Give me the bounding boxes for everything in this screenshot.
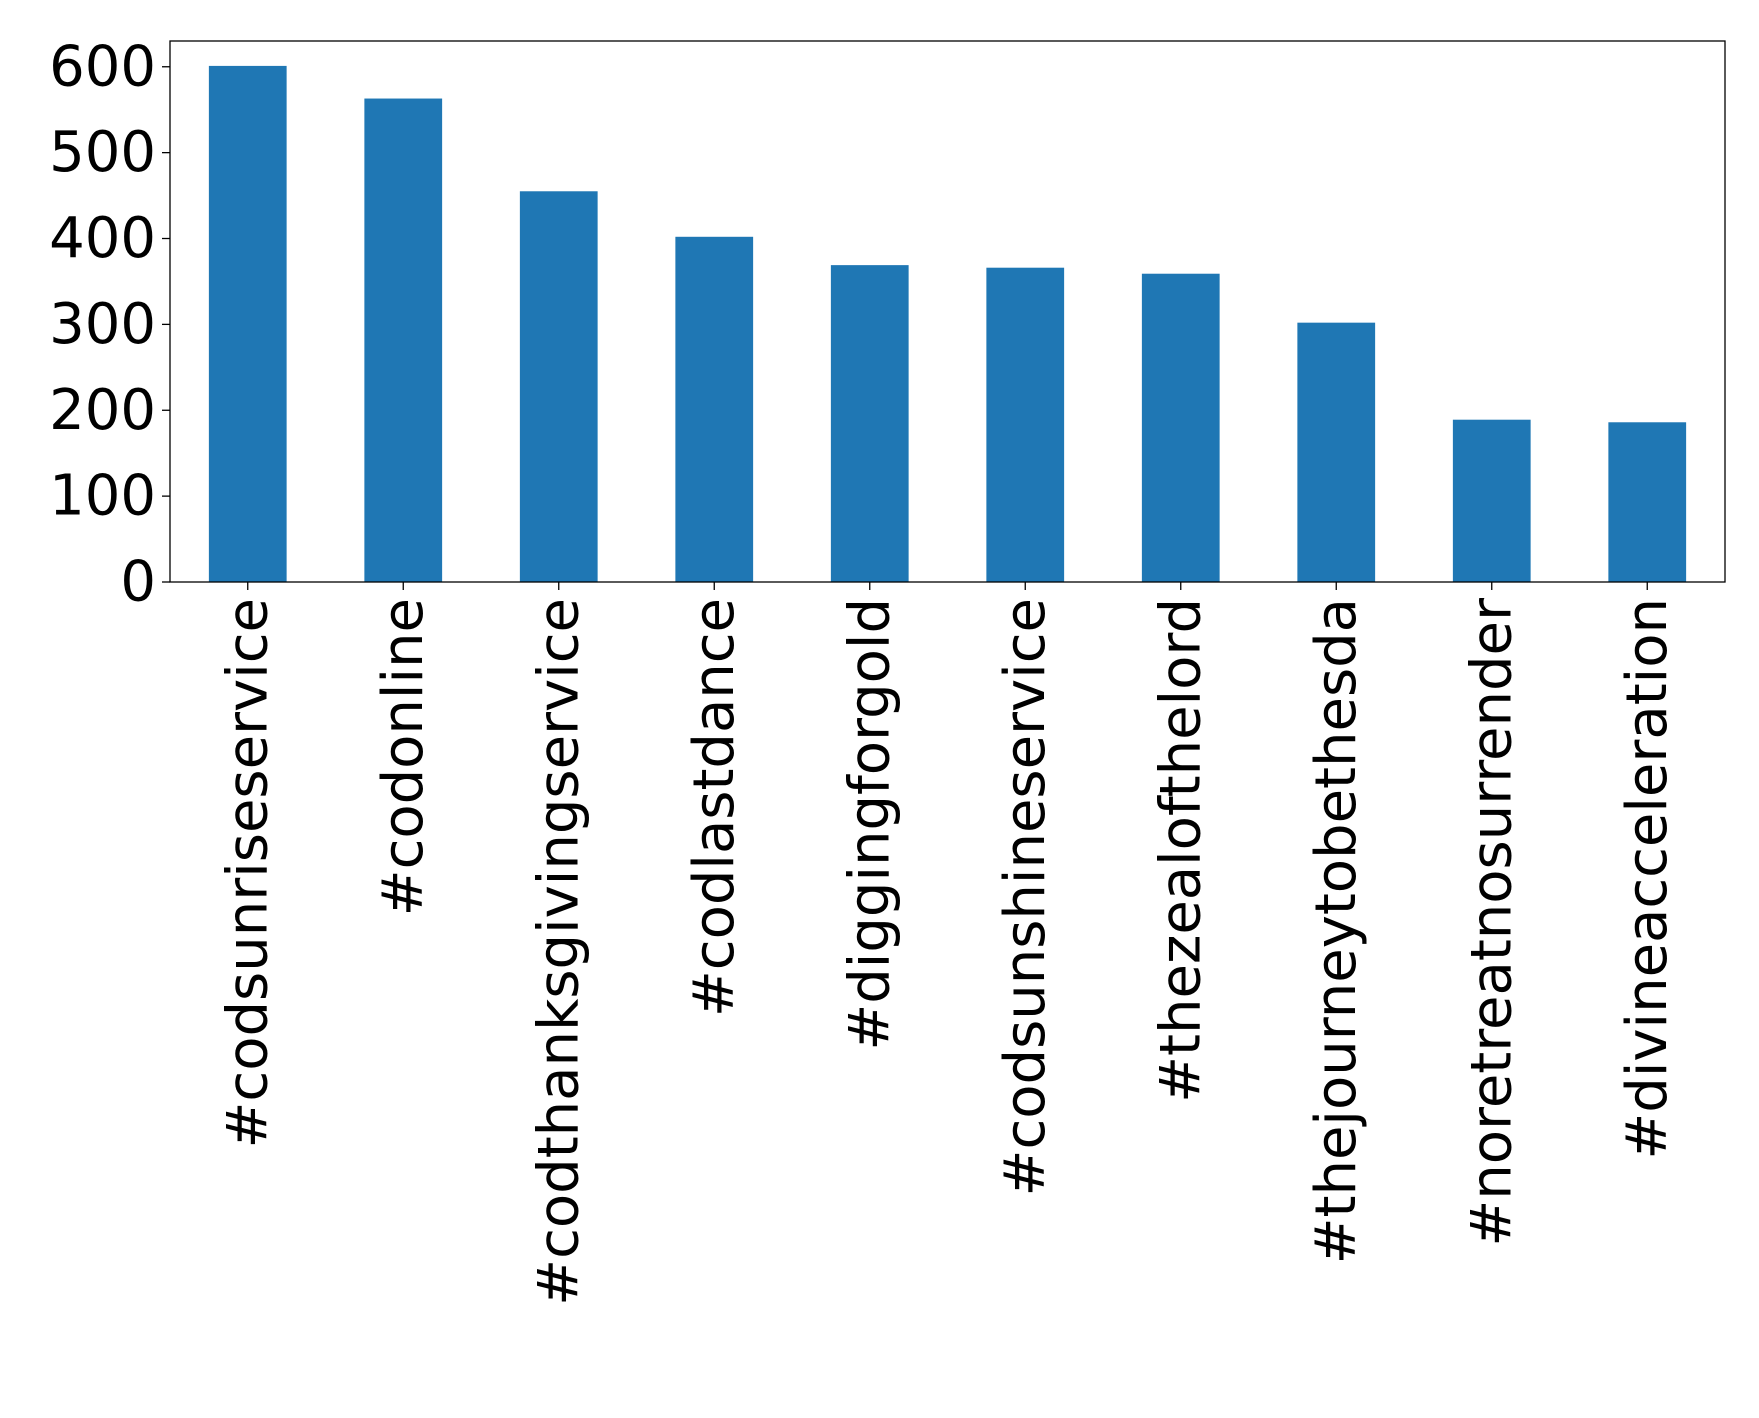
x-tick-label: #thezealofthelord [1148, 598, 1213, 1103]
x-tick-label: #thejourneytobethesda [1304, 598, 1369, 1264]
bar-codonline [364, 98, 443, 583]
y-tick-label: 500 [49, 120, 156, 185]
bar-codthanksgivingservice [519, 191, 598, 582]
x-tick-label: #divineacceleration [1615, 598, 1680, 1160]
bar-codlastdance [675, 236, 754, 583]
x-tick-label: #codonline [371, 598, 436, 916]
x-tick-label: #codsunshineservice [993, 598, 1058, 1196]
bar-thejourneytobethesda [1297, 322, 1376, 582]
x-tick-label: #codsunriseservice [215, 598, 280, 1148]
y-tick-label: 400 [49, 206, 156, 271]
bar-codsunriseservice [208, 65, 287, 582]
bar-noretreatnosurrender [1452, 419, 1531, 582]
bars-group [208, 65, 1687, 583]
x-tick-label: #noretreatnosurrender [1459, 597, 1524, 1247]
x-tick-label: #codlastdance [682, 598, 747, 1017]
y-tick-label: 100 [49, 464, 156, 529]
y-tick-label: 600 [49, 34, 156, 99]
bar-thezealofthelord [1141, 273, 1220, 582]
bar-diggingforgold [830, 265, 909, 582]
y-tick-label: 300 [49, 292, 156, 357]
y-tick-label: 0 [120, 550, 156, 615]
x-tick-label: #diggingforgold [837, 598, 902, 1051]
x-tick-label: #codthanksgivingservice [526, 598, 591, 1306]
bar-codsunshineservice [986, 267, 1065, 582]
y-axis: 0 100 200 300 400 500 600 [49, 34, 170, 615]
x-axis: #codsunriseservice #codonline #codthanksgi… [215, 582, 1680, 1306]
y-tick-label: 200 [49, 378, 156, 443]
bar-divineacceleration [1608, 422, 1687, 582]
plot-frame [169, 40, 1726, 583]
